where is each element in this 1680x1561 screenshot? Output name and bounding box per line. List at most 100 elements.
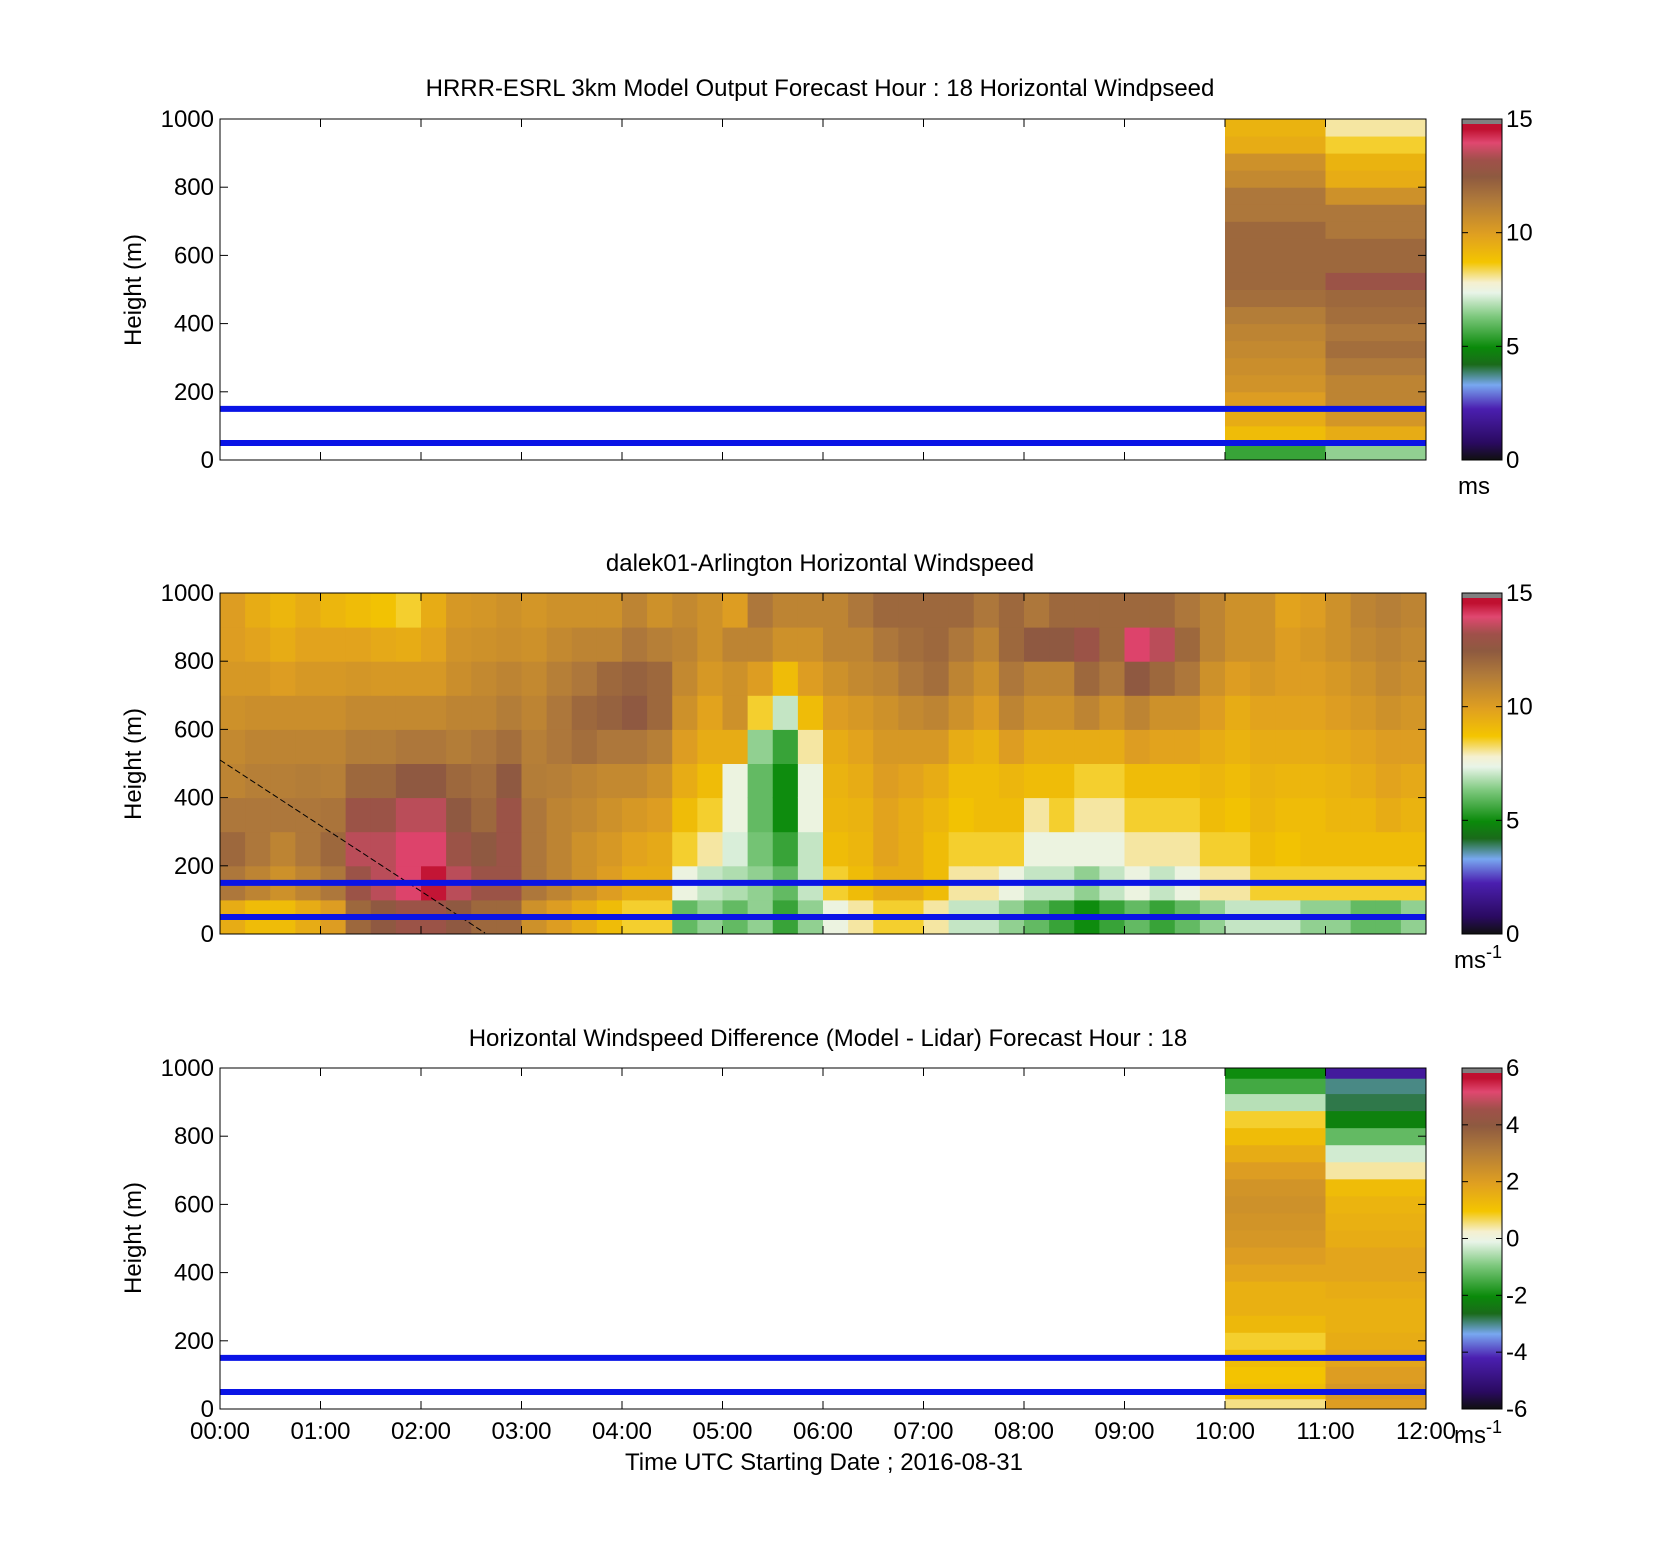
- heatmap-cell: [797, 729, 824, 764]
- colorbar-unit: ms-1: [1454, 942, 1502, 974]
- heatmap-cell: [1225, 255, 1326, 273]
- heatmap-cell: [446, 695, 472, 730]
- heatmap-cell: [1199, 661, 1226, 696]
- heatmap-cell: [546, 593, 573, 628]
- colorbar-tick-label: 15: [1506, 580, 1533, 607]
- heatmap-cell: [1375, 729, 1402, 764]
- heatmap-cell: [898, 695, 924, 730]
- heatmap-cell: [898, 797, 924, 833]
- heatmap-cell: [772, 661, 799, 696]
- heatmap-cell: [647, 763, 673, 799]
- heatmap-cell: [1024, 695, 1050, 730]
- heatmap-cell: [923, 831, 950, 867]
- heatmap-cell: [1049, 797, 1075, 833]
- heatmap-cell: [295, 797, 321, 833]
- heatmap-cell: [672, 627, 698, 662]
- heatmap-cell: [848, 797, 874, 833]
- heatmap-cell: [1325, 187, 1427, 205]
- heatmap-cell: [923, 763, 950, 799]
- heatmap-cell: [1350, 729, 1377, 764]
- colorbar: 0 5 10 15 ms-1: [1454, 580, 1533, 974]
- heatmap-cell: [998, 763, 1025, 799]
- heatmap-cell: [1325, 695, 1352, 730]
- heatmap-cell: [1225, 831, 1251, 867]
- heatmap-cell: [1049, 729, 1075, 764]
- heatmap-cell: [471, 831, 497, 867]
- heatmap-cell: [546, 729, 573, 764]
- heatmap-cell: [1325, 255, 1427, 273]
- heatmap-cell: [245, 831, 271, 867]
- heatmap-cell: [1225, 340, 1326, 359]
- heatmap-cell: [622, 729, 648, 764]
- heatmap-cell: [1225, 204, 1326, 222]
- heatmap-cell: [546, 831, 573, 867]
- heatmap-cell: [697, 627, 723, 662]
- colorbar-tick-label: -2: [1506, 1282, 1527, 1309]
- heatmap-cell: [1225, 1332, 1326, 1350]
- heatmap-cell: [1325, 136, 1427, 154]
- heatmap-cell: [1325, 357, 1427, 376]
- heatmap-cell: [1149, 627, 1176, 662]
- heatmap-cell: [1225, 1195, 1326, 1214]
- heatmap-cell: [571, 797, 598, 833]
- heatmap-cell: [1174, 729, 1201, 764]
- heatmap-cell: [1375, 661, 1402, 696]
- heatmap-cell: [898, 593, 924, 628]
- heatmap-cell: [1225, 391, 1326, 410]
- heatmap-cell: [1049, 695, 1075, 730]
- heatmap-cell: [647, 729, 673, 764]
- heatmap-cell: [1300, 593, 1326, 628]
- y-tick-label: 600: [174, 716, 214, 743]
- heatmap-cell: [295, 695, 321, 730]
- heatmap-cell: [446, 763, 472, 799]
- heatmap-cell: [697, 797, 723, 833]
- heatmap-cell: [1225, 238, 1326, 256]
- heatmap-cell: [1149, 695, 1176, 730]
- heatmap-cell: [320, 593, 347, 628]
- heatmap-cell: [948, 627, 975, 662]
- heatmap-cell: [295, 763, 321, 799]
- heatmap-cell: [747, 627, 774, 662]
- heatmap-cell: [345, 729, 372, 764]
- heatmap-cell: [1325, 170, 1427, 188]
- heatmap-cell: [1174, 593, 1201, 628]
- heatmap-cell: [1225, 357, 1326, 376]
- heatmap-cell: [823, 831, 849, 867]
- heatmap-cell: [1225, 272, 1326, 290]
- colorbar-tick-label: 2: [1506, 1169, 1519, 1196]
- heatmap-cell: [1074, 593, 1100, 628]
- panel-difference: Horizontal Windspeed Difference (Model -…: [120, 1025, 1527, 1476]
- heatmap-cell: [1124, 831, 1151, 867]
- heatmap-cell: [622, 695, 648, 730]
- heatmap-cell: [596, 627, 623, 662]
- heatmap-cell: [998, 627, 1025, 662]
- y-tick-label: 1000: [161, 580, 214, 607]
- heatmap-cell: [370, 661, 397, 696]
- heatmap-cell: [1400, 627, 1427, 662]
- heatmap-cell: [1225, 1264, 1326, 1282]
- x-tick-label: 00:00: [190, 1418, 250, 1445]
- heatmap-cell: [1024, 797, 1050, 833]
- heatmap-cell: [1174, 797, 1201, 833]
- x-axis-label: Time UTC Starting Date ; 2016-08-31: [625, 1449, 1023, 1476]
- heatmap-cell: [1225, 1078, 1326, 1095]
- heatmap-cell: [1275, 661, 1301, 696]
- heatmap-cell: [1325, 1178, 1427, 1197]
- heatmap-cell: [471, 661, 497, 696]
- heatmap-cell: [596, 661, 623, 696]
- heatmap-cell: [270, 831, 296, 867]
- x-tick-label: 01:00: [290, 1418, 350, 1445]
- heatmap-cell: [1350, 661, 1377, 696]
- heatmap-cell: [596, 763, 623, 799]
- heatmap-cell: [395, 831, 422, 867]
- heatmap-cell: [421, 729, 447, 764]
- heatmap-cell: [772, 695, 799, 730]
- heatmap-cell: [672, 729, 698, 764]
- heatmap-cell: [1024, 831, 1050, 867]
- heatmap-cell: [1074, 627, 1100, 662]
- heatmap-cell: [370, 831, 397, 867]
- heatmap-cell: [1325, 1078, 1427, 1095]
- y-tick-label: 400: [174, 311, 214, 338]
- heatmap-cell: [1199, 831, 1226, 867]
- heatmap-cell: [823, 593, 849, 628]
